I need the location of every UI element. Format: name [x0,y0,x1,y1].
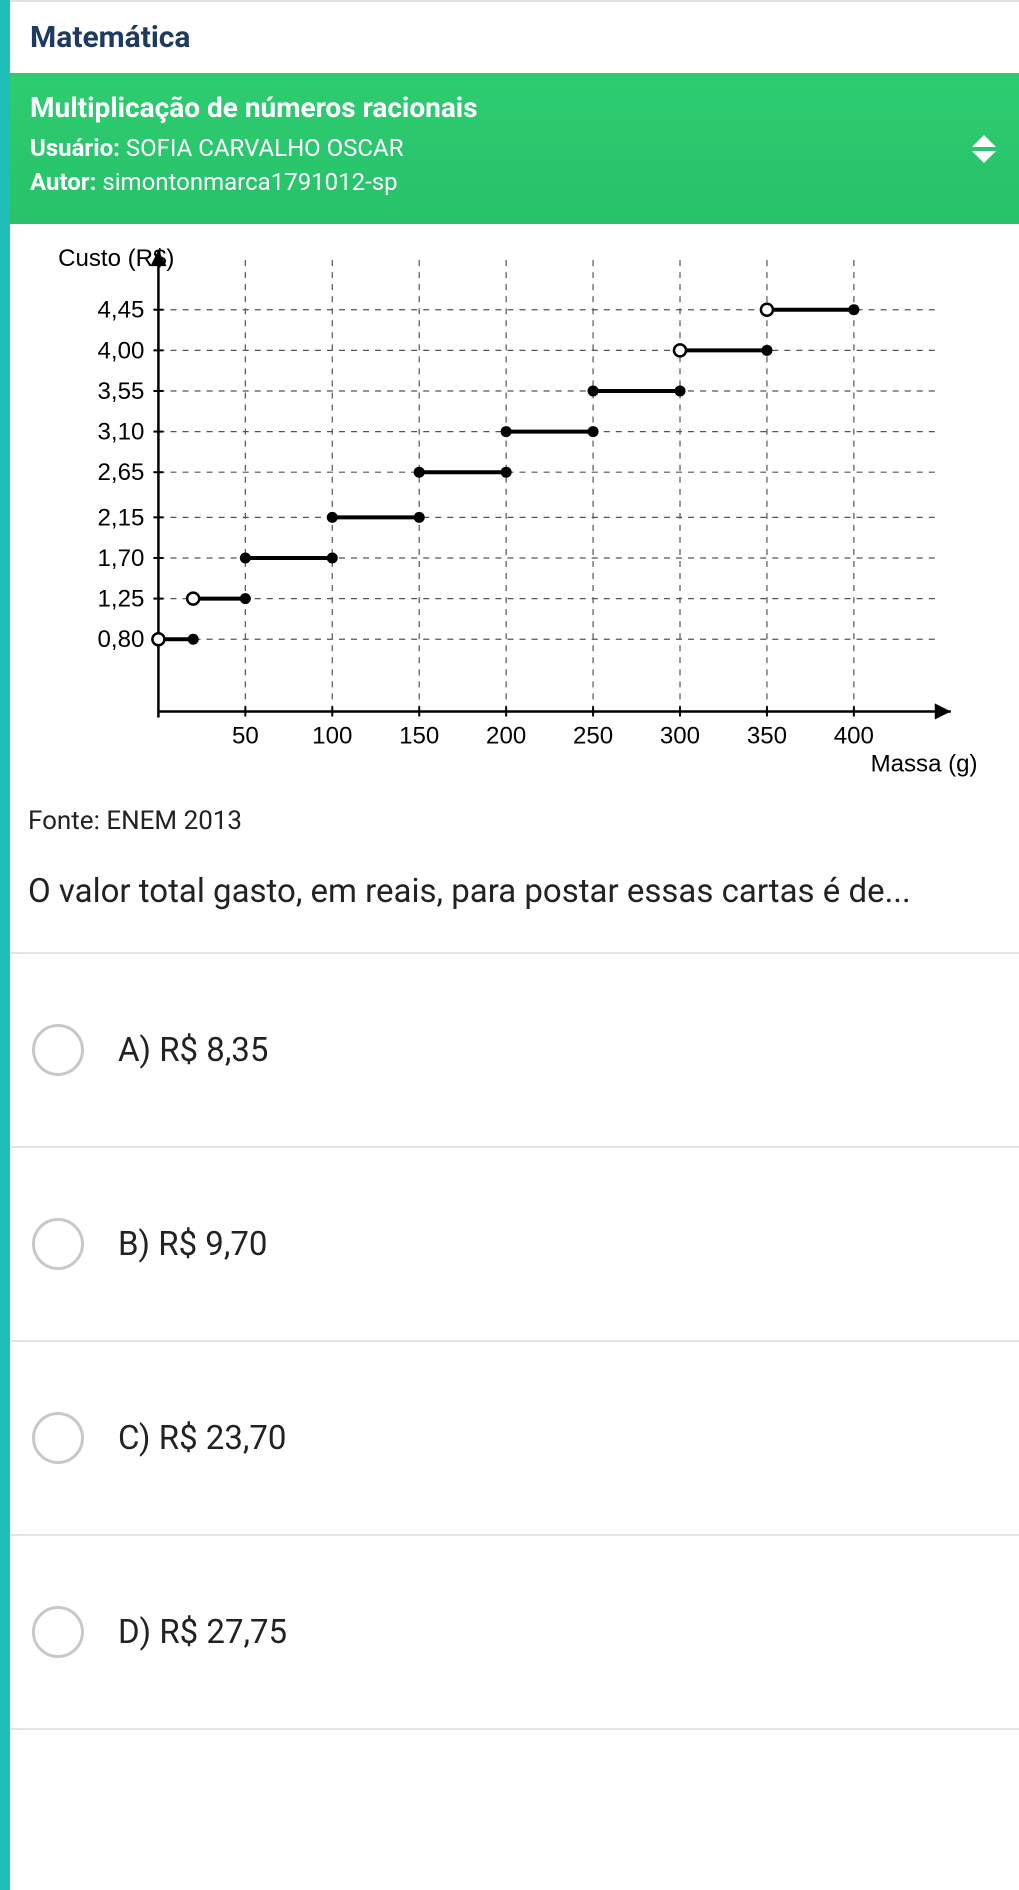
subject-title: Matemática [10,0,1019,73]
option-a[interactable]: A) R$ 8,35 [10,954,1019,1148]
option-c[interactable]: C) R$ 23,70 [10,1342,1019,1536]
question-content: Custo (R$) Massa (g) 50 100 150 200 250 300 350 4… [10,224,1019,914]
svg-text:4,00: 4,00 [98,337,145,364]
chevron-down-icon [972,151,996,163]
svg-text:100: 100 [312,723,352,750]
option-b[interactable]: B) R$ 9,70 [10,1148,1019,1342]
svg-text:400: 400 [834,723,874,750]
author-line: Autor: simontonmarca1791012-sp [30,168,999,196]
option-label: A) R$ 8,35 [118,1031,268,1070]
svg-text:3,55: 3,55 [98,378,145,405]
svg-text:Custo (R$): Custo (R$) [58,245,174,272]
radio-icon [32,1606,84,1658]
quiz-container: Matemática Multiplicação de números raci… [0,0,1019,1890]
user-line: Usuário: SOFIA CARVALHO OSCAR [30,134,999,162]
option-label: D) R$ 27,75 [118,1613,287,1652]
svg-text:3,10: 3,10 [98,419,145,446]
svg-text:0,80: 0,80 [98,626,145,653]
svg-text:1,70: 1,70 [98,545,145,572]
svg-text:150: 150 [399,723,439,750]
chart-source: Fonte: ENEM 2013 [28,806,1001,836]
author-label: Autor: [30,168,96,196]
svg-text:300: 300 [660,723,700,750]
topic-title: Multiplicação de números racionais [30,91,999,124]
user-name: SOFIA CARVALHO OSCAR [126,134,404,162]
svg-text:Massa (g): Massa (g) [871,751,978,778]
expand-collapse-icon[interactable] [967,125,1001,173]
svg-text:350: 350 [747,723,787,750]
svg-text:200: 200 [486,723,526,750]
option-label: B) R$ 9,70 [118,1225,267,1264]
radio-icon [32,1024,84,1076]
chevron-up-icon [972,135,996,147]
option-d[interactable]: D) R$ 27,75 [10,1536,1019,1730]
radio-icon [32,1412,84,1464]
topic-panel: Multiplicação de números racionais Usuár… [10,73,1019,224]
svg-text:1,25: 1,25 [98,586,145,613]
svg-text:2,65: 2,65 [98,459,145,486]
svg-text:50: 50 [232,723,259,750]
question-text: O valor total gasto, em reais, para post… [28,870,1001,915]
option-label: C) R$ 23,70 [118,1419,286,1458]
user-label: Usuário: [30,134,120,162]
svg-text:4,45: 4,45 [98,297,145,324]
chart-svg: Custo (R$) Massa (g) 50 100 150 200 250 300 350 4… [28,240,1001,802]
svg-text:2,15: 2,15 [98,504,145,531]
svg-text:250: 250 [573,723,613,750]
author-name: simontonmarca1791012-sp [102,168,397,196]
radio-icon [32,1218,84,1270]
answer-options: A) R$ 8,35 B) R$ 9,70 C) R$ 23,70 D) R$ … [10,952,1019,1730]
step-chart: Custo (R$) Massa (g) 50 100 150 200 250 300 350 4… [28,234,1001,802]
